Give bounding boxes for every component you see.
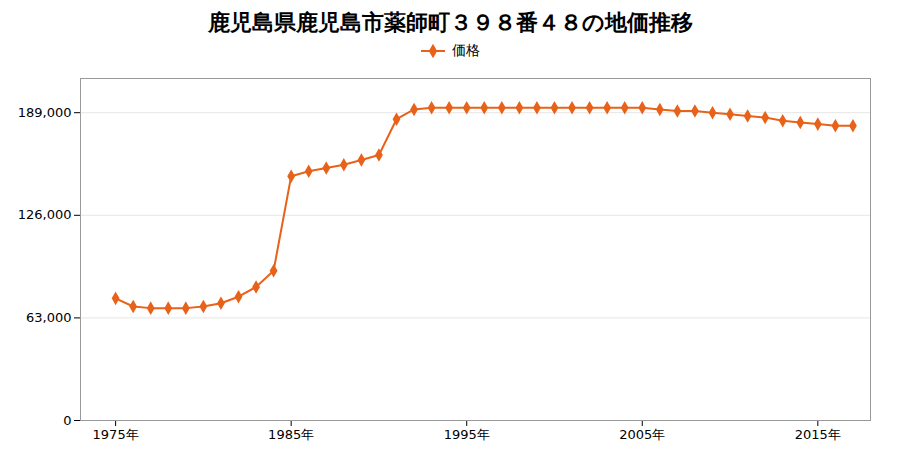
- svg-text:1975年: 1975年: [93, 427, 139, 442]
- html-text:鹿児島県鹿児島市薬師町３９８番４８の地価推移: 鹿児島県鹿児島市薬師町３９８番４８の地価推移: [207, 10, 693, 35]
- svg-text:1985年: 1985年: [268, 427, 314, 442]
- svg-text:2015年: 2015年: [795, 427, 841, 442]
- svg-text:0: 0: [63, 413, 71, 428]
- svg-text:2005年: 2005年: [619, 427, 665, 442]
- svg-text:126,000: 126,000: [18, 207, 72, 222]
- html-text:価格: 価格: [452, 42, 480, 58]
- svg-text:63,000: 63,000: [26, 310, 72, 325]
- svg-text:1995年: 1995年: [444, 427, 490, 442]
- svg-text:189,000: 189,000: [18, 105, 72, 120]
